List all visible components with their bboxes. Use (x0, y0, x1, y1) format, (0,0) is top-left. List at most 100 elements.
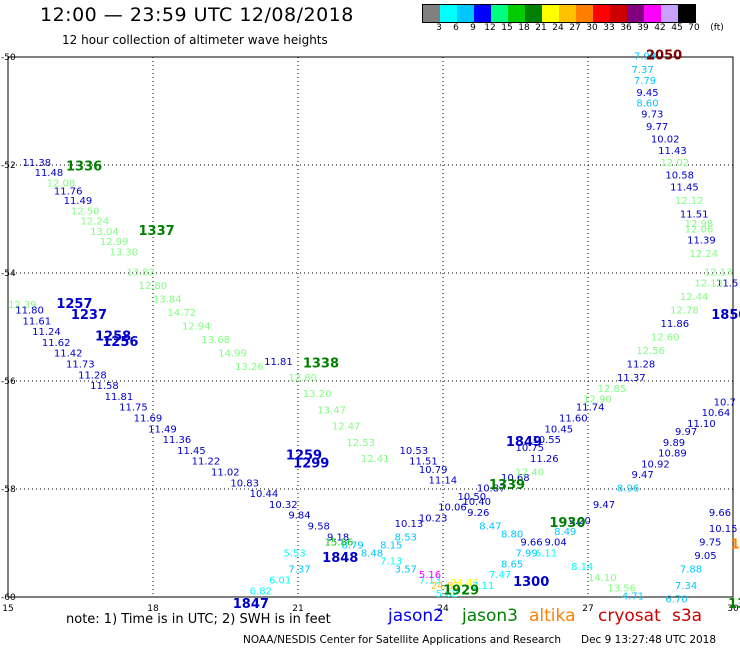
swh-value-label: 8.96 (617, 484, 639, 495)
pass-time-label: 1258 (95, 330, 131, 345)
color-swatch (576, 5, 593, 22)
swh-value-label: 9.45 (636, 88, 658, 99)
swh-value-label: 13.68 (201, 335, 230, 346)
swh-value-label: 11.49 (64, 196, 93, 207)
swh-value-label: 8.14 (571, 562, 593, 573)
swh-value-label: 12.47 (332, 422, 361, 433)
swh-value-label: 11.37 (617, 373, 646, 384)
swh-value-label: 11.22 (192, 457, 221, 468)
swh-value-label: 10.40 (462, 497, 491, 508)
color-scale-tick: 6 (453, 23, 459, 33)
pass-time-label: 2050 (646, 49, 682, 64)
color-scale-tick: 33 (603, 23, 615, 33)
swh-value-label: 13.47 (317, 405, 346, 416)
swh-value-label: 6.01 (269, 576, 291, 587)
swh-value-label: 9.75 (699, 538, 721, 549)
pass-time-label: 1237 (71, 308, 107, 323)
swh-value-label: 7.37 (632, 65, 654, 76)
color-swatch (559, 5, 576, 22)
pass-time-label: 1336 (66, 159, 102, 174)
pass-time-label: 1847 (233, 597, 269, 612)
color-scale-tick: 15 (501, 23, 513, 33)
swh-value-label: 11.5 (716, 279, 738, 290)
swh-value-label: 11.39 (687, 235, 716, 246)
swh-value-label: 7.13 (380, 557, 402, 568)
swh-value-label: 9.47 (632, 470, 654, 481)
swh-value-label: 11.49 (148, 424, 177, 435)
swh-value-label: 10.44 (250, 489, 279, 500)
x-tick-label: 27 (582, 604, 593, 614)
legend-altika: altika (529, 606, 576, 626)
swh-value-label: 11.36 (163, 435, 192, 446)
swh-value-label: 10.50 (458, 492, 487, 503)
swh-value-label: 11.26 (530, 454, 559, 465)
pass-time-label: 1257 (56, 297, 92, 312)
swh-value-label: 10.13 (395, 519, 424, 530)
swh-value-label: 12.78 (670, 306, 699, 317)
legend-jason3: jason3 (462, 606, 518, 626)
swh-value-label: 11.76 (54, 187, 83, 198)
y-tick-label: -50 (1, 53, 16, 63)
color-scale-tick: 30 (586, 23, 598, 33)
swh-value-label: 24.40 (450, 578, 479, 589)
pass-time-label: 1930 (549, 516, 585, 531)
legend-cryosat: cryosat (598, 606, 661, 626)
swh-value-label: 9.97 (675, 427, 697, 438)
swh-value-label: 12.12 (675, 196, 704, 207)
color-scale-tick: 36 (620, 23, 632, 33)
swh-value-label: 9.20 (569, 516, 591, 527)
swh-value-label: 13.84 (153, 295, 182, 306)
swh-value-label: 12.80 (139, 281, 168, 292)
swh-value-label: 7.88 (680, 565, 702, 576)
swh-value-label: 12.90 (583, 395, 612, 406)
swh-value-label: 11.61 (23, 316, 52, 327)
swh-value-label: 10.7 (714, 397, 736, 408)
swh-value-label: 10.58 (665, 171, 694, 182)
page-title: 12:00 — 23:59 UTC 12/08/2018 (40, 4, 354, 26)
swh-value-label: 12.39 (8, 300, 37, 311)
swh-value-label: 12.02 (661, 158, 690, 169)
swh-value-label: 3.57 (395, 565, 417, 576)
swh-value-label: 11.62 (42, 338, 71, 349)
color-swatch (542, 5, 559, 22)
swh-value-label: 7.79 (634, 76, 656, 87)
color-swatch (491, 5, 508, 22)
color-swatch (508, 5, 525, 22)
color-scale-tick: 27 (569, 23, 581, 33)
swh-value-label: 10.68 (501, 473, 530, 484)
swh-value-label: 11.58 (90, 381, 119, 392)
swh-value-label: 12.98 (685, 219, 714, 230)
swh-value-label: 9.18 (327, 532, 349, 543)
swh-value-label: 11.48 (35, 168, 64, 179)
swh-value-label: 9.26 (467, 508, 489, 519)
swh-value-label: 10.83 (230, 478, 259, 489)
swh-value-label: 8.65 (501, 559, 523, 570)
swh-value-label: 9.66 (709, 508, 731, 519)
color-scale-tick: 3 (436, 23, 442, 33)
color-swatch (644, 5, 661, 22)
swh-value-label: 9.58 (308, 522, 330, 533)
swh-value-label: 14.72 (168, 308, 197, 319)
y-tick-label: -58 (1, 485, 16, 495)
swh-value-label: 6.11 (535, 549, 557, 560)
swh-value-label: 7.34 (675, 581, 697, 592)
footnote: note: 1) Time is in UTC; 2) SWH is in fe… (66, 612, 331, 627)
generated-timestamp: Dec 9 13:27:48 UTC 2018 (581, 634, 717, 646)
color-swatch (525, 5, 542, 22)
swh-value-label: 10.75 (516, 443, 545, 454)
swh-value-label: 7.93 (634, 52, 656, 63)
color-scale-tick: (ft) (710, 23, 724, 33)
swh-value-label: 10.45 (545, 424, 574, 435)
swh-value-label: 11.45 (670, 182, 699, 193)
swh-value-label: 9.05 (694, 551, 716, 562)
swh-value-label: 12.85 (598, 384, 627, 395)
swh-value-label: 8.60 (636, 99, 658, 110)
pass-time-label: 1339 (489, 478, 525, 493)
y-tick-label: -60 (1, 593, 16, 603)
swh-value-label: 8.80 (501, 530, 523, 541)
swh-value-label: 6.82 (250, 586, 272, 597)
swh-value-label: 11.51 (680, 209, 709, 220)
color-swatch (440, 5, 457, 22)
swh-value-label: 11.73 (66, 360, 95, 371)
